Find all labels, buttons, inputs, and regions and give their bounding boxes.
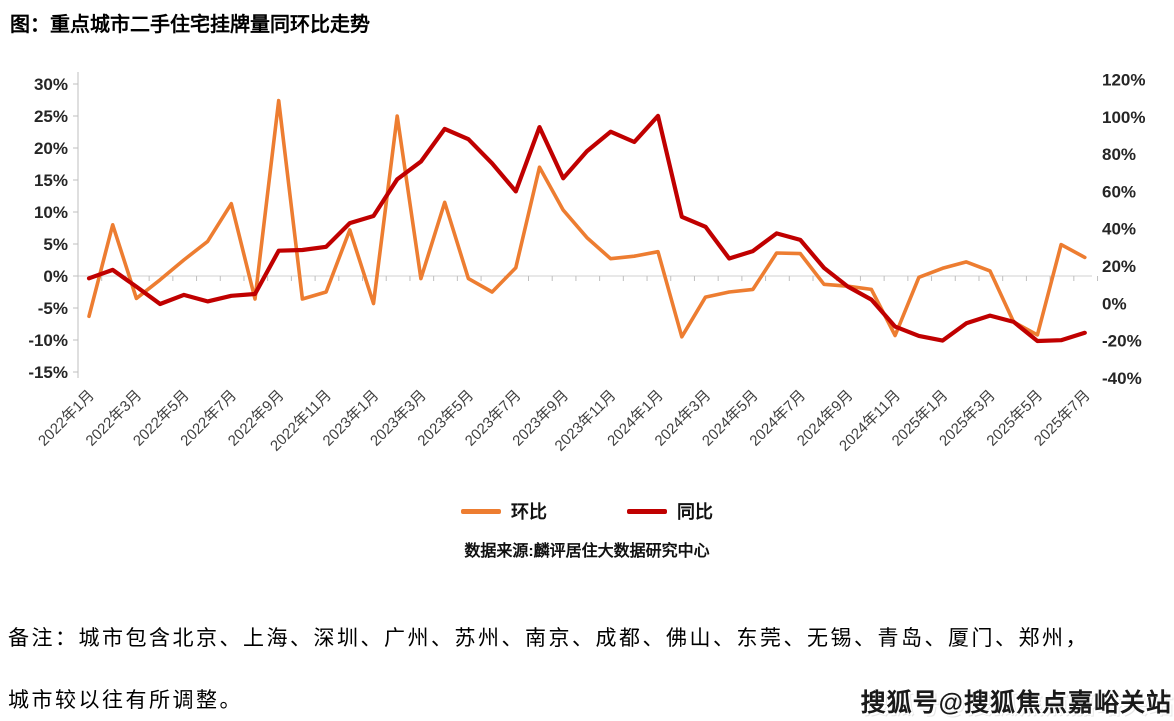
left-axis-tick-label: 25% [34,107,68,126]
left-axis-tick-label: 15% [34,171,68,190]
left-axis-tick-label: 0% [43,267,68,286]
huanbi-line-series [87,98,1087,339]
left-axis-tick-label: -10% [28,331,68,350]
chart-legend: 环比 同比 [0,498,1174,524]
legend-label-tongbi: 同比 [677,502,713,522]
right-axis-tick-label: 20% [1102,257,1136,276]
tongbi-line-swatch-icon [627,508,667,514]
chart-title: 图：重点城市二手住宅挂牌量同环比走势 [10,14,370,36]
right-axis-tick-label: 60% [1102,182,1136,201]
left-axis-tick-label: 30% [34,75,68,94]
line-chart: 30% 25% 20% 15% 10% 5% 0% -5% -10% -15% 120% 100% 80… [28,71,1145,455]
left-axis-tick-label: -5% [38,299,68,318]
left-axis-tick-label: -15% [28,363,68,382]
right-axis-tick-label: -40% [1102,369,1142,388]
right-axis-tick-label: 0% [1102,294,1127,313]
legend-label-huanbi: 环比 [511,502,547,522]
left-axis-tick-label: 10% [34,203,68,222]
sohu-watermark: 搜狐号@搜狐焦点嘉峪关站 [860,689,1172,717]
legend-item-tongbi: 同比 [627,498,713,524]
huanbi-line-swatch-icon [461,508,501,514]
left-axis-tick-label: 20% [34,139,68,158]
footnote-line-2: 城市较以往有所调整。 [8,688,243,712]
right-axis-tick-label: -20% [1102,332,1142,351]
left-axis-tick-label: 5% [43,235,68,254]
footnote-line-1: 备注：城市包含北京、上海、深圳、广州、苏州、南京、成都、佛山、东莞、无锡、青岛、… [8,626,1089,650]
legend-item-huanbi: 环比 [461,498,547,524]
tongbi-line-series [86,113,1087,344]
data-source-caption: 数据来源:麟评居住大数据研究中心 [464,543,710,560]
right-axis-tick-label: 120% [1102,71,1145,90]
right-axis-tick-label: 100% [1102,108,1145,127]
right-axis-tick-label: 40% [1102,220,1136,239]
right-axis-tick-label: 80% [1102,145,1136,164]
